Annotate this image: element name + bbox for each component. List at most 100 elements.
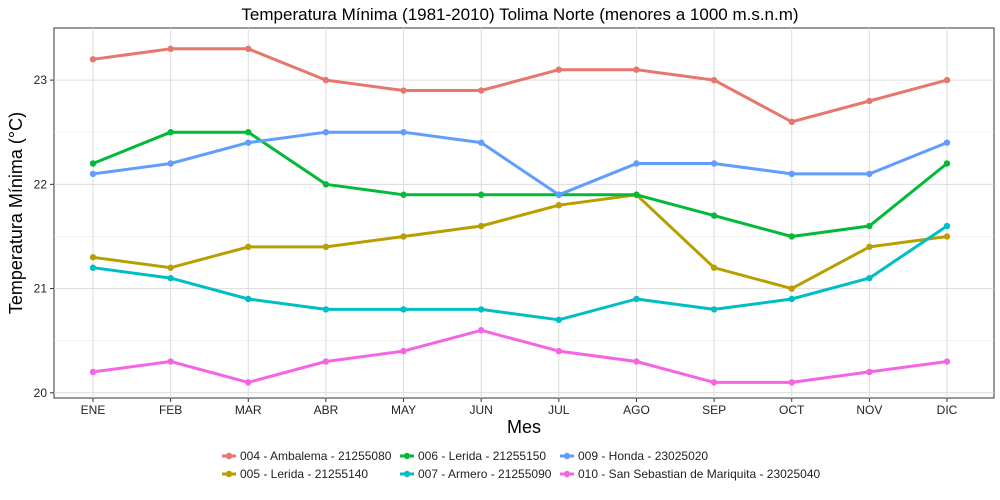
legend-swatch-point: [563, 452, 571, 460]
data-point: [943, 139, 951, 146]
data-point: [322, 306, 330, 313]
data-point: [477, 222, 485, 230]
data-point: [400, 233, 407, 240]
data-point: [710, 76, 718, 84]
data-point: [167, 129, 174, 136]
legend-swatch-point: [225, 470, 233, 478]
legend-label: 007 - Armero - 21255090: [418, 467, 552, 481]
data-point: [322, 129, 330, 136]
data-point: [866, 170, 873, 178]
data-point: [477, 327, 485, 334]
data-point: [710, 212, 718, 219]
data-point: [555, 191, 563, 198]
data-point: [400, 306, 407, 313]
data-point: [866, 274, 873, 282]
y-tick-label: 20: [34, 386, 48, 400]
data-point: [167, 160, 174, 167]
x-tick-label: AGO: [623, 403, 650, 417]
series-line-1: [91, 193, 949, 291]
x-axis: ENE FEB MAR ABR MAY JUN JUL AGO SEP OCT NOV DIC: [81, 398, 958, 417]
legend-item: 007 - Armero - 21255090: [400, 467, 552, 481]
data-point: [400, 87, 407, 94]
data-point: [788, 233, 795, 240]
data-point: [710, 379, 718, 386]
data-point: [400, 347, 407, 355]
data-point: [788, 285, 795, 292]
data-point: [788, 379, 795, 386]
data-point: [555, 316, 563, 324]
x-tick-label: SEP: [702, 403, 726, 417]
legend-swatch-point: [403, 452, 411, 460]
data-point: [555, 347, 563, 355]
data-point: [633, 358, 640, 365]
legend-swatch-point: [225, 452, 233, 460]
data-point: [943, 76, 951, 84]
legend-swatch-point: [563, 470, 571, 478]
legend-label: 006 - Lerida - 21255150: [418, 449, 546, 463]
data-point: [167, 274, 174, 282]
grid-lines: [54, 28, 994, 398]
x-tick-label: MAY: [391, 403, 416, 417]
legend-item: 005 - Lerida - 21255140: [222, 467, 368, 481]
x-tick-label: NOV: [856, 403, 882, 417]
y-tick-label: 21: [34, 282, 48, 296]
data-point: [89, 160, 97, 167]
y-tick-label: 22: [34, 177, 48, 191]
data-point: [943, 222, 951, 230]
data-point: [866, 368, 873, 376]
x-tick-label: FEB: [159, 403, 182, 417]
x-tick-label: JUL: [548, 403, 570, 417]
data-point: [633, 191, 640, 198]
data-point: [322, 358, 330, 365]
data-point: [866, 97, 873, 105]
data-point: [322, 181, 330, 188]
data-point: [710, 306, 718, 313]
series-line-4: [91, 130, 949, 197]
legend-item: 010 - San Sebastian de Mariquita - 23025…: [560, 467, 820, 481]
data-point: [943, 358, 951, 365]
data-point: [322, 243, 330, 251]
data-point: [167, 45, 174, 53]
x-axis-title: Mes: [507, 417, 541, 437]
data-point: [633, 66, 640, 73]
series-line-2: [91, 130, 949, 238]
x-tick-label: OCT: [779, 403, 805, 417]
data-point: [866, 243, 873, 251]
data-point: [89, 56, 97, 63]
data-point: [89, 254, 97, 261]
data-point: [400, 129, 407, 136]
legend-item: 006 - Lerida - 21255150: [400, 449, 546, 463]
data-point: [322, 76, 330, 84]
y-tick-label: 23: [34, 73, 48, 87]
data-point: [943, 233, 951, 240]
legend-label: 009 - Honda - 23025020: [578, 449, 708, 463]
data-point: [710, 264, 718, 271]
series-line-5: [91, 328, 949, 384]
data-point: [477, 191, 485, 198]
data-point: [245, 129, 252, 136]
data-point: [89, 170, 97, 178]
legend: 004 - Ambalema - 21255080 005 - Lerida - …: [222, 449, 820, 481]
data-point: [866, 222, 873, 230]
data-point: [477, 139, 485, 146]
data-point: [943, 160, 951, 167]
legend-label: 004 - Ambalema - 21255080: [240, 449, 392, 463]
y-axis: 20 21 22 23: [34, 73, 54, 400]
data-point: [167, 358, 174, 365]
legend-swatch-point: [403, 470, 411, 478]
data-point: [633, 160, 640, 167]
data-point: [245, 379, 252, 386]
series-line-3: [91, 224, 949, 322]
x-tick-label: ABR: [314, 403, 339, 417]
data-point: [89, 368, 97, 376]
data-point: [633, 295, 640, 303]
data-point: [710, 160, 718, 167]
data-point: [788, 170, 795, 178]
data-point: [477, 87, 485, 94]
data-point: [788, 118, 795, 126]
data-point: [245, 243, 252, 251]
data-point: [167, 264, 174, 271]
legend-item: 009 - Honda - 23025020: [560, 449, 708, 463]
data-point: [477, 306, 485, 313]
